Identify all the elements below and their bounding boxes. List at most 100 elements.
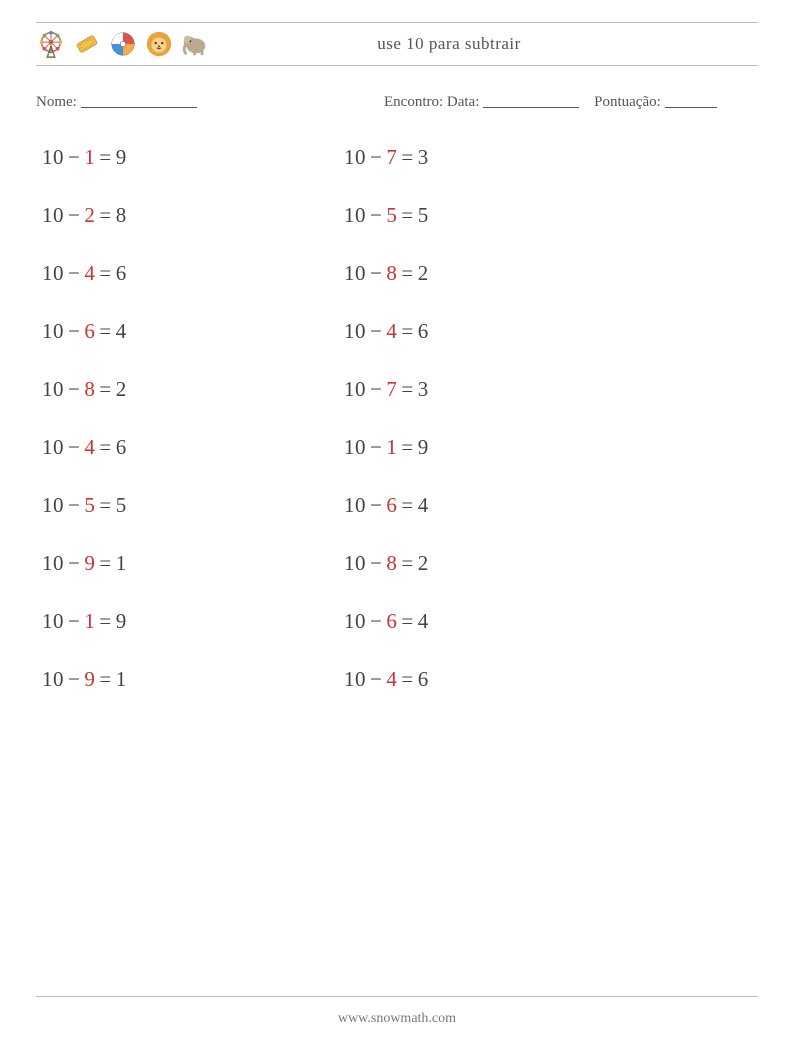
- subtrahend: 7: [386, 145, 397, 169]
- problem-column-right: 10−7=310−5=510−8=210−4=610−7=310−1=910−6…: [344, 145, 429, 692]
- subtrahend: 1: [84, 609, 95, 633]
- result: 6: [418, 667, 429, 691]
- result: 9: [418, 435, 429, 459]
- result: 6: [418, 319, 429, 343]
- result: 5: [418, 203, 429, 227]
- result: 6: [116, 435, 127, 459]
- equals-sign: =: [99, 435, 111, 459]
- result: 1: [116, 667, 127, 691]
- problem-row: 10−7=3: [344, 145, 429, 170]
- name-blank[interactable]: [81, 107, 197, 108]
- subtrahend: 8: [386, 551, 397, 575]
- problem-row: 10−1=9: [42, 145, 344, 170]
- problem-row: 10−4=6: [42, 261, 344, 286]
- minuend: 10: [344, 319, 366, 343]
- problem-row: 10−9=1: [42, 667, 344, 692]
- problem-row: 10−8=2: [42, 377, 344, 402]
- subtrahend: 6: [386, 493, 397, 517]
- problem-row: 10−9=1: [42, 551, 344, 576]
- footer-text: www.snowmath.com: [0, 1011, 794, 1027]
- ferris-wheel-icon: [36, 29, 66, 59]
- minuend: 10: [344, 203, 366, 227]
- problem-row: 10−7=3: [344, 377, 429, 402]
- equals-sign: =: [99, 203, 111, 227]
- problem-row: 10−6=4: [42, 319, 344, 344]
- minuend: 10: [344, 145, 366, 169]
- subtrahend: 4: [386, 319, 397, 343]
- minus-operator: −: [68, 261, 80, 285]
- subtrahend: 7: [386, 377, 397, 401]
- minus-operator: −: [68, 609, 80, 633]
- result: 6: [116, 261, 127, 285]
- result: 2: [418, 551, 429, 575]
- problem-grid: 10−1=910−2=810−4=610−6=410−8=210−4=610−5…: [36, 145, 758, 692]
- result: 4: [418, 609, 429, 633]
- equals-sign: =: [401, 203, 413, 227]
- minuend: 10: [344, 609, 366, 633]
- header-icons: [36, 29, 210, 59]
- encounter-date-label: Encontro: Data:: [384, 94, 479, 110]
- equals-sign: =: [99, 145, 111, 169]
- subtrahend: 5: [386, 203, 397, 227]
- subtrahend: 5: [84, 493, 95, 517]
- result: 1: [116, 551, 127, 575]
- subtrahend: 6: [386, 609, 397, 633]
- problem-row: 10−6=4: [344, 493, 429, 518]
- equals-sign: =: [401, 435, 413, 459]
- result: 9: [116, 145, 127, 169]
- minuend: 10: [344, 435, 366, 459]
- minus-operator: −: [68, 377, 80, 401]
- meta-name: Nome:: [36, 94, 384, 111]
- minuend: 10: [344, 493, 366, 517]
- minuend: 10: [42, 203, 64, 227]
- result: 2: [116, 377, 127, 401]
- minus-operator: −: [370, 319, 382, 343]
- meta-row: Nome: Encontro: Data: Pontuação:: [36, 94, 758, 111]
- worksheet-title: use 10 para subtrair: [210, 34, 758, 54]
- subtrahend: 6: [84, 319, 95, 343]
- equals-sign: =: [401, 145, 413, 169]
- equals-sign: =: [99, 609, 111, 633]
- equals-sign: =: [401, 261, 413, 285]
- minus-operator: −: [370, 377, 382, 401]
- worksheet-page: use 10 para subtrair Nome: Encontro: Dat…: [0, 0, 794, 692]
- result: 3: [418, 145, 429, 169]
- minus-operator: −: [370, 435, 382, 459]
- minus-operator: −: [68, 493, 80, 517]
- result: 2: [418, 261, 429, 285]
- subtrahend: 8: [386, 261, 397, 285]
- result: 5: [116, 493, 127, 517]
- minuend: 10: [42, 145, 64, 169]
- result: 9: [116, 609, 127, 633]
- subtrahend: 1: [386, 435, 397, 459]
- minus-operator: −: [370, 493, 382, 517]
- minuend: 10: [344, 377, 366, 401]
- minuend: 10: [344, 551, 366, 575]
- problem-row: 10−6=4: [344, 609, 429, 634]
- minuend: 10: [42, 493, 64, 517]
- result: 4: [116, 319, 127, 343]
- minus-operator: −: [68, 435, 80, 459]
- equals-sign: =: [401, 493, 413, 517]
- beach-ball-icon: [108, 29, 138, 59]
- score-blank[interactable]: [665, 107, 717, 108]
- problem-row: 10−1=9: [42, 609, 344, 634]
- subtrahend: 8: [84, 377, 95, 401]
- date-blank[interactable]: [483, 107, 579, 108]
- name-label: Nome:: [36, 94, 77, 110]
- equals-sign: =: [401, 609, 413, 633]
- subtrahend: 4: [386, 667, 397, 691]
- minuend: 10: [42, 261, 64, 285]
- problem-column-left: 10−1=910−2=810−4=610−6=410−8=210−4=610−5…: [36, 145, 344, 692]
- equals-sign: =: [401, 551, 413, 575]
- subtrahend: 1: [84, 145, 95, 169]
- minuend: 10: [344, 667, 366, 691]
- minuend: 10: [42, 551, 64, 575]
- footer-rule: [36, 996, 758, 997]
- problem-row: 10−1=9: [344, 435, 429, 460]
- minus-operator: −: [68, 667, 80, 691]
- minus-operator: −: [370, 551, 382, 575]
- problem-row: 10−8=2: [344, 261, 429, 286]
- minus-operator: −: [68, 319, 80, 343]
- equals-sign: =: [401, 667, 413, 691]
